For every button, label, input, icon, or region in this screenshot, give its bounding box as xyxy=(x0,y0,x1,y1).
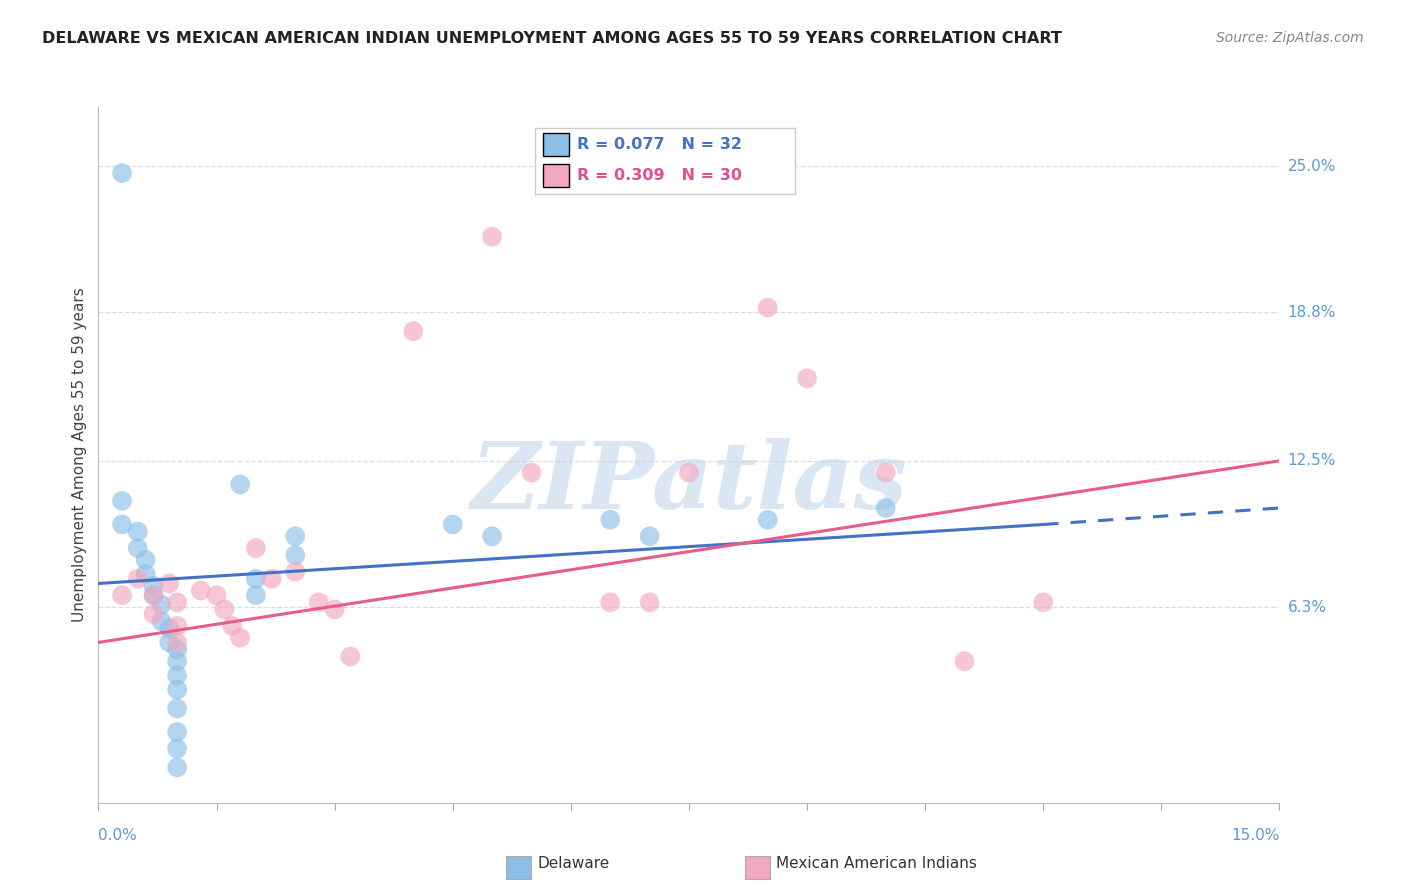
Point xyxy=(135,567,157,582)
Point xyxy=(166,642,188,657)
Point xyxy=(756,513,779,527)
Point xyxy=(135,553,157,567)
Point xyxy=(157,621,180,635)
Y-axis label: Unemployment Among Ages 55 to 59 years: Unemployment Among Ages 55 to 59 years xyxy=(72,287,87,623)
Point xyxy=(339,649,361,664)
Point xyxy=(599,513,621,527)
Point xyxy=(205,588,228,602)
Point xyxy=(245,541,267,555)
Point xyxy=(166,635,188,649)
Point xyxy=(150,598,173,612)
Point xyxy=(875,466,897,480)
FancyBboxPatch shape xyxy=(543,133,569,156)
Text: 25.0%: 25.0% xyxy=(1288,159,1336,174)
Point xyxy=(142,607,165,621)
Point xyxy=(166,595,188,609)
Point xyxy=(142,579,165,593)
Point xyxy=(166,725,188,739)
Point xyxy=(142,588,165,602)
Point xyxy=(127,572,149,586)
Point xyxy=(520,466,543,480)
Point xyxy=(796,371,818,385)
Text: 12.5%: 12.5% xyxy=(1288,453,1336,468)
Point xyxy=(441,517,464,532)
Text: 6.3%: 6.3% xyxy=(1288,599,1327,615)
Point xyxy=(157,635,180,649)
Point xyxy=(638,529,661,543)
Point xyxy=(953,654,976,668)
Point xyxy=(111,517,134,532)
Point xyxy=(284,529,307,543)
Point xyxy=(166,654,188,668)
Point xyxy=(1032,595,1054,609)
Point xyxy=(127,541,149,555)
Point xyxy=(157,576,180,591)
Point xyxy=(127,524,149,539)
Point xyxy=(150,614,173,628)
Text: DELAWARE VS MEXICAN AMERICAN INDIAN UNEMPLOYMENT AMONG AGES 55 TO 59 YEARS CORRE: DELAWARE VS MEXICAN AMERICAN INDIAN UNEM… xyxy=(42,31,1062,46)
Text: Source: ZipAtlas.com: Source: ZipAtlas.com xyxy=(1216,31,1364,45)
Point xyxy=(221,619,243,633)
Text: 15.0%: 15.0% xyxy=(1232,828,1279,843)
Text: ZIPatlas: ZIPatlas xyxy=(471,438,907,528)
Point xyxy=(166,619,188,633)
Point xyxy=(284,565,307,579)
Text: 0.0%: 0.0% xyxy=(98,828,138,843)
FancyBboxPatch shape xyxy=(543,164,569,187)
Point xyxy=(678,466,700,480)
Point xyxy=(166,701,188,715)
Point xyxy=(111,494,134,508)
Point xyxy=(166,682,188,697)
Point xyxy=(599,595,621,609)
Text: Mexican American Indians: Mexican American Indians xyxy=(776,856,977,871)
Point xyxy=(245,588,267,602)
Point xyxy=(111,166,134,180)
Point xyxy=(756,301,779,315)
Point xyxy=(481,229,503,244)
Point xyxy=(142,588,165,602)
Text: R = 0.077   N = 32: R = 0.077 N = 32 xyxy=(576,137,742,152)
Text: R = 0.309   N = 30: R = 0.309 N = 30 xyxy=(576,168,742,183)
Point xyxy=(111,588,134,602)
Point xyxy=(481,529,503,543)
Point xyxy=(229,477,252,491)
Point xyxy=(190,583,212,598)
Point xyxy=(260,572,283,586)
Point xyxy=(875,500,897,515)
Point xyxy=(638,595,661,609)
Point xyxy=(166,668,188,682)
Point xyxy=(245,572,267,586)
Point xyxy=(308,595,330,609)
Point xyxy=(214,602,236,616)
Point xyxy=(229,631,252,645)
Point xyxy=(166,741,188,756)
Point xyxy=(284,548,307,562)
Text: 18.8%: 18.8% xyxy=(1288,305,1336,319)
Point xyxy=(323,602,346,616)
Point xyxy=(166,760,188,774)
Point xyxy=(402,324,425,338)
Text: Delaware: Delaware xyxy=(537,856,609,871)
